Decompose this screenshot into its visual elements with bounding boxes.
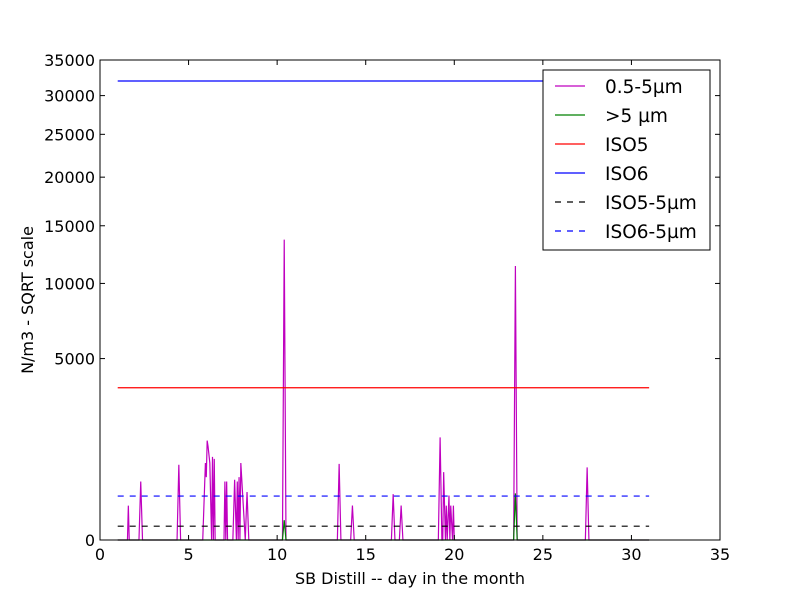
- y-tick-label: 25000: [44, 125, 95, 144]
- legend-label-3: ISO6: [605, 164, 649, 185]
- x-tick-label: 10: [267, 545, 287, 564]
- series-line-1: [117, 493, 650, 541]
- y-axis-label: N/m3 - SQRT scale: [18, 226, 37, 374]
- legend-label-1: >5 µm: [605, 106, 668, 127]
- y-tick-label: 35000: [44, 51, 95, 70]
- x-tick-label: 5: [183, 545, 193, 564]
- legend-label-2: ISO5: [605, 135, 649, 156]
- x-tick-label: 35: [710, 545, 730, 564]
- x-tick-label: 20: [444, 545, 464, 564]
- legend-label-0: 0.5-5µm: [605, 77, 683, 98]
- y-tick-label: 20000: [44, 168, 95, 187]
- x-axis-label: SB Distill -- day in the month: [295, 569, 525, 588]
- y-tick-label: 10000: [44, 274, 95, 293]
- y-tick-label: 0: [85, 531, 95, 550]
- legend-box: [542, 69, 711, 251]
- y-tick-label: 15000: [44, 217, 95, 236]
- x-tick-label: 30: [621, 545, 641, 564]
- series-line-0: [117, 239, 650, 541]
- x-tick-label: 25: [533, 545, 553, 564]
- y-tick-label: 30000: [44, 87, 95, 106]
- legend-label-5: ISO6-5µm: [605, 222, 697, 243]
- x-tick-label: 15: [356, 545, 376, 564]
- legend: 0.5-5µm >5 µm ISO5 ISO6 ISO5-5µm ISO6-5µm: [542, 69, 711, 251]
- x-tick-label: 0: [95, 545, 105, 564]
- axes-border: [99, 59, 721, 541]
- axis-ticks: 0 5 10 15 20 25 30 35 0 5000 10000 15000 20000 25000 3…: [44, 51, 730, 564]
- y-tick-label: 5000: [54, 350, 95, 369]
- axes-frame: [99, 59, 721, 541]
- legend-label-4: ISO5-5µm: [605, 193, 697, 214]
